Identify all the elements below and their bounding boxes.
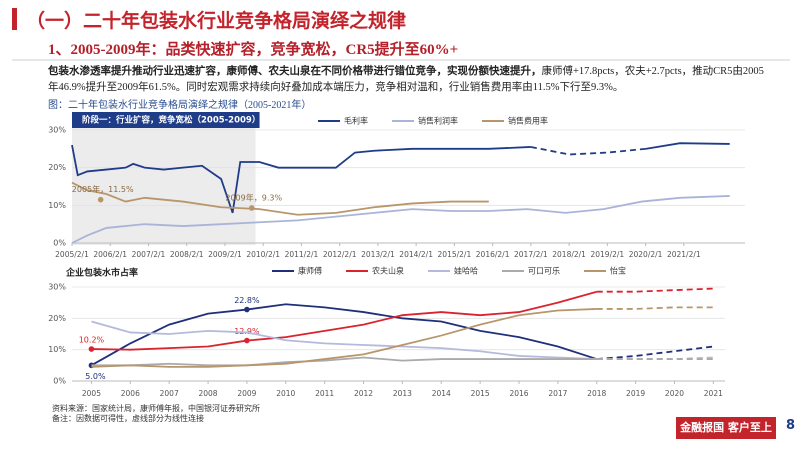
x-tick-label: 2009 (237, 389, 256, 398)
y-tick-label: 20% (48, 163, 66, 172)
series-line (645, 142, 730, 150)
data-label: 5.0% (85, 372, 106, 381)
x-tick-label: 2019 (626, 389, 645, 398)
series-line (71, 144, 531, 214)
paragraph-bold: 包装水渗透率提升推动行业迅速扩容，康师傅、农夫山泉在不同价格带进行错位竞争，实现… (48, 66, 542, 77)
y-tick-label: 30% (48, 283, 66, 292)
series-line (596, 287, 714, 293)
series-line (91, 308, 597, 368)
x-tick-label: 2008 (198, 389, 217, 398)
x-tick-label: 2013 (393, 389, 412, 398)
x-tick-label: 2018 (587, 389, 606, 398)
x-tick-label: 2014 (432, 389, 451, 398)
data-label: 22.8% (234, 296, 260, 305)
x-tick-label: 2020 (665, 389, 684, 398)
series-line (71, 181, 489, 216)
footer-slogan: 金融报国 客户至上 (676, 417, 776, 439)
x-tick-label: 2012/2/1 (323, 250, 357, 259)
x-tick-label: 2012 (354, 389, 373, 398)
x-tick-label: 2011 (315, 389, 334, 398)
y-tick-label: 30% (48, 126, 66, 135)
x-tick-label: 2015 (471, 389, 490, 398)
x-tick-label: 2007/2/1 (132, 250, 166, 259)
x-tick-label: 2021 (704, 389, 723, 398)
series-line (90, 303, 598, 367)
legend-label: 康师傅 (298, 266, 322, 276)
x-tick-label: 2017 (548, 389, 567, 398)
legend-label: 娃哈哈 (454, 266, 478, 276)
x-tick-label: 2006/2/1 (93, 250, 127, 259)
y-tick-label: 20% (48, 314, 66, 323)
caption: 图：二十年包装水行业竞争格局演绎之规律（2005-2021年） (48, 100, 312, 111)
legend-label: 农夫山泉 (372, 266, 404, 276)
x-tick-label: 2009/2/1 (208, 250, 242, 259)
y-tick-label: 0% (53, 239, 66, 248)
x-tick-label: 2020/2/1 (629, 250, 663, 259)
x-tick-label: 2014/2/1 (399, 250, 433, 259)
paragraph-text: 康师傅+17.8pcts，农夫+2.7pcts，推动CR5由2005年46.9%… (48, 66, 764, 93)
x-tick-label: 2015/2/1 (438, 250, 472, 259)
annotation: 2009年，9.3% (225, 192, 282, 202)
legend-label: 毛利率 (344, 116, 368, 126)
x-tick-label: 2016/2/1 (476, 250, 510, 259)
x-tick-label: 2011/2/1 (285, 250, 319, 259)
series-line (596, 356, 714, 360)
point-marker (244, 306, 250, 313)
annotation-marker (248, 205, 255, 211)
x-tick-label: 2008/2/1 (170, 250, 204, 259)
x-tick-label: 2021/2/1 (667, 250, 701, 259)
series-line (91, 290, 597, 351)
x-tick-label: 2010 (276, 389, 295, 398)
y-tick-label: 10% (48, 201, 66, 210)
x-tick-label: 2010/2/1 (246, 250, 280, 259)
series-line (91, 320, 597, 360)
stage-shade (72, 112, 256, 245)
stage-label: 阶段一：行业扩容，竞争宽松（2005-2009） (82, 115, 260, 126)
title-bar (12, 8, 17, 30)
legend-label: 销售费用率 (508, 116, 548, 126)
x-tick-label: 2007 (160, 389, 179, 398)
y-tick-label: 10% (48, 345, 66, 354)
stage-box (72, 112, 260, 128)
series-line (596, 306, 714, 310)
paragraph: 包装水渗透率提升推动行业迅速扩容，康师傅、农夫山泉在不同价格带进行错位竞争，实现… (48, 64, 768, 96)
x-tick-label: 2013/2/1 (361, 250, 395, 259)
legend-label: 销售利润率 (418, 116, 458, 126)
chart-title: 企业包装水市占率 (65, 267, 138, 279)
x-tick-label: 2016 (509, 389, 528, 398)
x-tick-label: 2005 (82, 389, 101, 398)
x-tick-label: 2017/2/1 (514, 250, 548, 259)
annotation: 2005年，11.5% (72, 184, 134, 194)
series-line (530, 146, 646, 156)
series-line (71, 195, 730, 244)
x-tick-label: 2018/2/1 (552, 250, 586, 259)
y-tick-label: 0% (53, 377, 66, 386)
point-marker (244, 337, 250, 344)
page-number: 8 (786, 418, 796, 433)
legend-label: 可口可乐 (528, 266, 560, 276)
x-tick-label: 2019/2/1 (590, 250, 624, 259)
series-line (91, 356, 597, 367)
note: 备注：因数据可得性，虚线部分为线性连接 (52, 414, 204, 423)
legend-label: 怡宝 (610, 266, 626, 276)
x-tick-label: 2006 (121, 389, 140, 398)
data-label: 10.2% (79, 336, 105, 345)
series-line (596, 345, 714, 360)
source: 资料来源：国家统计局，康师傅年报，中国银河证券研究所 (52, 404, 260, 413)
point-marker (88, 346, 95, 352)
subtitle: 1、2005-2009年：品类快速扩容，竞争宽松，CR5提升至60%+ (48, 42, 459, 58)
annotation-marker (97, 196, 104, 203)
title: （一）二十年包装水行业竞争格局演绎之规律 (26, 11, 407, 32)
x-tick-label: 2005/2/1 (55, 250, 89, 259)
